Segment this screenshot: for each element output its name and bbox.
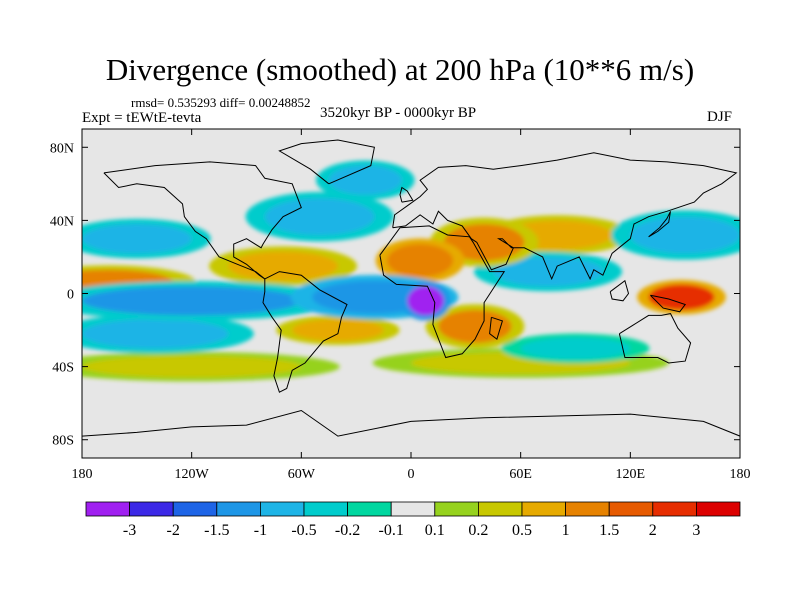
x-tick-label: 180 bbox=[72, 467, 93, 482]
field-region-south-pacific-neg bbox=[82, 319, 229, 349]
colorbar-swatch bbox=[521, 501, 566, 517]
coastline-new-guinea bbox=[650, 294, 687, 313]
colorbar-label: -2 bbox=[167, 522, 180, 539]
coastline-japan bbox=[648, 211, 671, 238]
stats-label: rmsd= 0.535293 diff= 0.00248852 bbox=[131, 95, 311, 110]
field-region-indian-ocean-neg bbox=[493, 256, 603, 287]
colorbar-label: 1.5 bbox=[599, 522, 619, 539]
coastline-africa bbox=[379, 225, 506, 359]
y-tick-label: 40S bbox=[52, 361, 74, 376]
colorbar-swatch bbox=[652, 501, 697, 517]
field-region-south-indian-neg bbox=[520, 337, 631, 360]
field-region-maritime-continent-pos bbox=[648, 284, 715, 310]
colorbar-swatch bbox=[390, 501, 436, 517]
colorbar-label: -0.5 bbox=[291, 522, 316, 539]
y-axis: 80N 40N 0 40S 80S bbox=[50, 141, 740, 449]
coastline-borneo bbox=[609, 279, 630, 302]
colorbar-swatch bbox=[696, 501, 741, 517]
field-region-north-pacific-east-neg bbox=[630, 216, 740, 254]
field-layer bbox=[82, 160, 740, 382]
colorbar-swatch bbox=[565, 501, 610, 517]
field-region-arabia-pos bbox=[443, 224, 525, 261]
colorbar-label: 1 bbox=[562, 522, 570, 539]
colorbar-swatch bbox=[477, 501, 523, 517]
field-region-north-atlantic-neg bbox=[264, 198, 375, 236]
colorbar-label: 3 bbox=[692, 522, 700, 539]
field-region-central-africa-min bbox=[407, 286, 444, 316]
colorbar: -3 -2 -1.5 -1 -0.5 -0.2 -0.1 0.1 0.2 0.5 1 1.5 2 3 bbox=[85, 501, 741, 539]
colorbar-label: -3 bbox=[123, 522, 136, 539]
colorbar-swatch bbox=[129, 501, 174, 517]
colorbar-swatch bbox=[216, 501, 261, 517]
coastline-north-america bbox=[103, 161, 302, 280]
experiment-label: Expt = tEWtE-tevta bbox=[82, 110, 202, 126]
colorbar-swatch bbox=[259, 501, 305, 517]
y-tick-label: 40N bbox=[50, 214, 74, 229]
y-tick-label: 80N bbox=[50, 141, 74, 156]
x-tick-label: 60W bbox=[288, 467, 316, 482]
x-tick-label: 0 bbox=[408, 467, 415, 482]
coastline-antarctica bbox=[82, 409, 740, 437]
field-region-arctic-atlantic-neg bbox=[328, 165, 402, 195]
coastline-australia bbox=[618, 313, 692, 364]
field-region-southern-ocean-pos bbox=[82, 355, 302, 378]
field-region-equatorial-pacific-neg bbox=[82, 286, 302, 316]
coastline-uk bbox=[399, 186, 414, 203]
colorbar-label: -0.2 bbox=[335, 522, 360, 539]
x-tick-label: 180 bbox=[730, 467, 751, 482]
colorbar-swatch bbox=[85, 501, 130, 517]
colorbar-label: 0.2 bbox=[468, 522, 488, 539]
coastline-madagascar bbox=[489, 316, 504, 341]
colorbar-label: 0.5 bbox=[512, 522, 532, 539]
field-region-sahara-pos bbox=[387, 244, 454, 278]
x-tick-label: 120W bbox=[175, 467, 210, 482]
y-tick-label: 0 bbox=[67, 288, 74, 303]
field-region-atlantic-mid-pos bbox=[228, 251, 338, 281]
colorbar-label: -1.5 bbox=[204, 522, 229, 539]
y-tick-label: 80S bbox=[52, 434, 74, 449]
colorbar-label: -1 bbox=[254, 522, 267, 539]
colorbar-swatch bbox=[434, 501, 479, 517]
chart-title: Divergence (smoothed) at 200 hPa (10**6 … bbox=[105, 52, 695, 87]
colorbar-swatch bbox=[172, 501, 218, 517]
x-tick-label: 60E bbox=[509, 467, 532, 482]
colorbar-label: -0.1 bbox=[379, 522, 404, 539]
coastline-layer bbox=[82, 139, 740, 437]
colorbar-swatch bbox=[347, 501, 392, 517]
x-tick-label: 120E bbox=[616, 467, 646, 482]
coastline-greenland bbox=[278, 139, 375, 185]
colorbar-label: 2 bbox=[649, 522, 657, 539]
period-label: 3520kyr BP - 0000kyr BP bbox=[320, 105, 477, 121]
coastline-eurasia bbox=[392, 152, 738, 281]
field-region-north-pacific-neg bbox=[82, 224, 192, 254]
field-region-south-atlantic-pos bbox=[292, 319, 384, 342]
colorbar-swatch bbox=[608, 501, 654, 517]
x-axis: 180 120W 60W 0 60E 120E 180 bbox=[72, 129, 751, 482]
season-label: DJF bbox=[707, 109, 733, 125]
coastline-south-america bbox=[262, 271, 348, 393]
colorbar-swatch bbox=[303, 501, 348, 517]
colorbar-label: 0.1 bbox=[425, 522, 445, 539]
field-regions bbox=[82, 160, 740, 382]
